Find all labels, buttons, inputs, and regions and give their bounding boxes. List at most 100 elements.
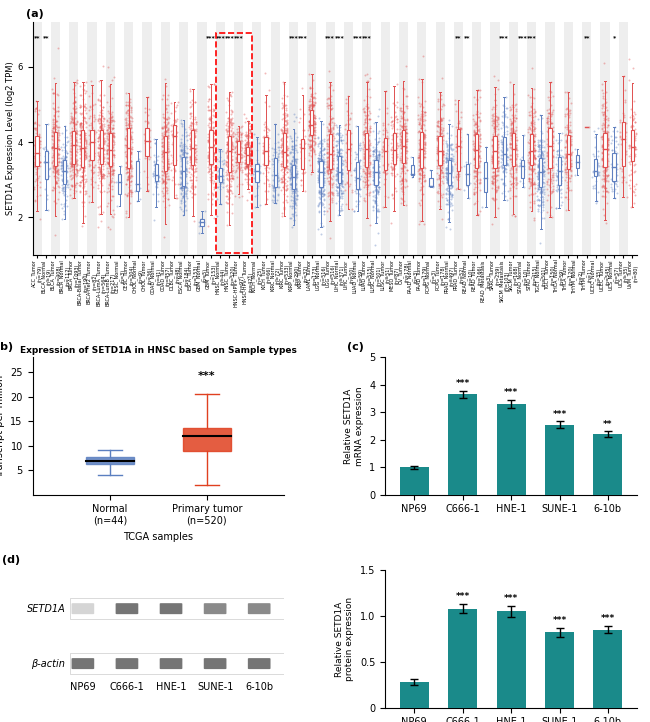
Point <box>315 160 326 171</box>
Point <box>325 157 335 168</box>
Point <box>552 179 562 191</box>
Point <box>81 117 92 129</box>
Point <box>161 103 171 115</box>
Point <box>213 143 224 155</box>
Point <box>372 184 382 196</box>
Point <box>471 129 481 141</box>
Point <box>618 129 628 141</box>
Point <box>545 85 555 97</box>
Point <box>153 171 163 183</box>
Point <box>142 116 152 127</box>
Point <box>86 136 97 148</box>
Point <box>51 177 61 188</box>
Point <box>227 105 237 117</box>
Bar <box>593 434 623 495</box>
Point <box>159 73 170 84</box>
Point <box>333 163 344 175</box>
Point <box>81 76 91 87</box>
Point <box>336 165 346 176</box>
Point <box>205 118 216 129</box>
Point <box>388 163 398 175</box>
Point <box>441 221 452 232</box>
Point <box>599 149 610 160</box>
Point <box>231 156 241 168</box>
Point <box>263 144 273 156</box>
Point <box>629 180 639 192</box>
Point <box>102 156 112 168</box>
Point <box>415 178 426 189</box>
Point <box>95 133 105 144</box>
Point <box>60 170 70 181</box>
Point <box>337 144 347 156</box>
Point <box>213 172 223 183</box>
Point <box>413 113 424 125</box>
Point <box>243 160 254 172</box>
Point <box>180 181 190 193</box>
Point <box>88 131 98 142</box>
Point <box>317 175 327 187</box>
Point <box>361 69 372 80</box>
Point <box>97 139 107 151</box>
Point <box>226 158 236 170</box>
Point <box>308 125 318 136</box>
Point <box>365 156 375 168</box>
Point <box>365 125 375 136</box>
Point <box>474 178 485 189</box>
Point <box>122 136 132 148</box>
Point <box>562 176 572 188</box>
Point <box>536 171 547 183</box>
Point <box>369 171 380 183</box>
Point <box>66 160 76 172</box>
Point <box>435 131 445 143</box>
Point <box>526 150 537 162</box>
Point <box>396 137 407 149</box>
Point <box>56 156 66 168</box>
Point <box>547 108 557 120</box>
Point <box>305 95 315 107</box>
Point <box>552 146 563 157</box>
Point <box>240 142 250 153</box>
Point <box>289 189 299 201</box>
Point <box>469 129 480 140</box>
Point <box>487 175 497 186</box>
Point <box>314 205 324 217</box>
Point <box>176 144 186 156</box>
Point <box>162 99 173 110</box>
Point <box>534 158 545 170</box>
Point <box>534 173 544 184</box>
Point <box>85 147 96 159</box>
Point <box>159 113 169 124</box>
Point <box>543 107 554 118</box>
Point <box>385 119 396 131</box>
Point <box>436 121 447 133</box>
Point <box>564 185 574 196</box>
Point <box>226 126 236 137</box>
Point <box>189 143 200 155</box>
Point <box>336 150 346 162</box>
Point <box>488 178 498 189</box>
Point <box>608 168 618 179</box>
Point <box>596 153 606 165</box>
FancyBboxPatch shape <box>338 156 341 183</box>
Point <box>385 162 396 173</box>
Point <box>450 121 461 133</box>
Point <box>279 157 289 169</box>
Point <box>109 71 119 83</box>
Point <box>474 141 485 152</box>
Point <box>355 139 365 151</box>
Point <box>528 178 538 189</box>
Point <box>438 131 448 142</box>
Point <box>159 134 170 146</box>
Point <box>93 162 103 173</box>
Point <box>53 129 64 141</box>
Point <box>306 144 316 156</box>
Point <box>51 105 61 116</box>
Point <box>125 118 136 129</box>
Point <box>305 81 315 92</box>
Point <box>442 140 452 152</box>
Point <box>368 186 378 197</box>
Point <box>333 167 344 178</box>
Point <box>536 141 546 152</box>
Point <box>121 205 131 217</box>
Point <box>351 166 361 178</box>
